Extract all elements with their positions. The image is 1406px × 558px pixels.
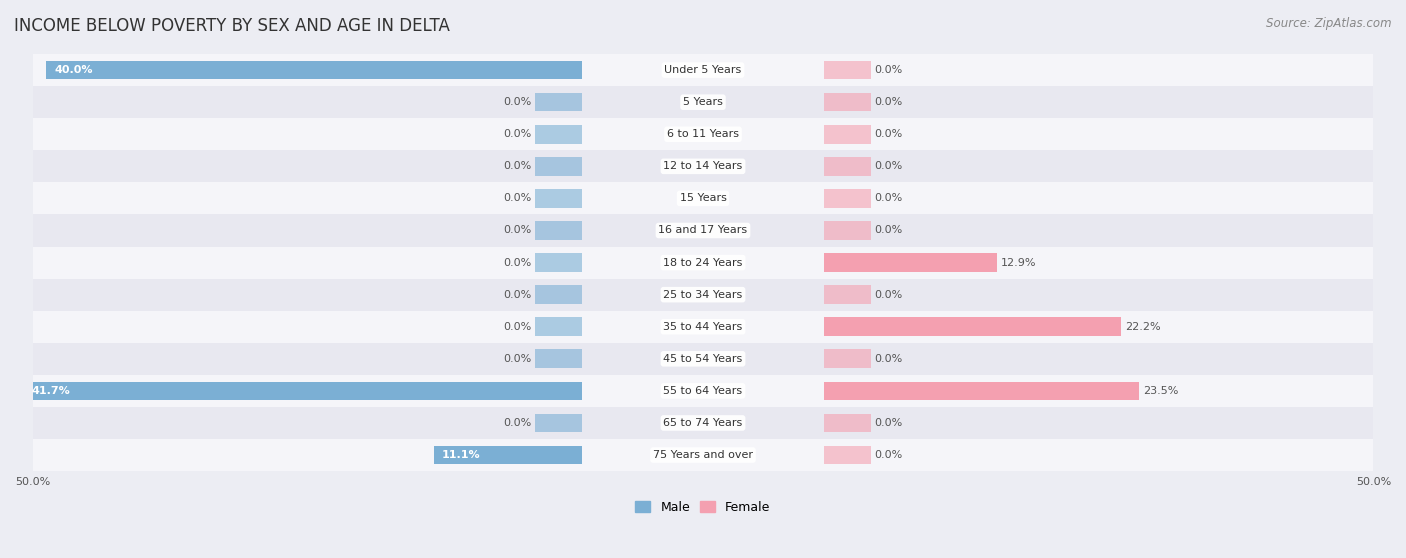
Text: 23.5%: 23.5% xyxy=(1143,386,1178,396)
Text: 55 to 64 Years: 55 to 64 Years xyxy=(664,386,742,396)
Text: 0.0%: 0.0% xyxy=(875,129,903,140)
Text: 0.0%: 0.0% xyxy=(503,161,531,171)
Text: 0.0%: 0.0% xyxy=(875,450,903,460)
Bar xyxy=(824,221,870,240)
Text: Source: ZipAtlas.com: Source: ZipAtlas.com xyxy=(1267,17,1392,30)
Bar xyxy=(824,318,1122,336)
Bar xyxy=(32,118,1374,150)
Text: 0.0%: 0.0% xyxy=(503,290,531,300)
Bar xyxy=(824,157,870,176)
Text: 0.0%: 0.0% xyxy=(875,418,903,428)
Text: 65 to 74 Years: 65 to 74 Years xyxy=(664,418,742,428)
Text: 0.0%: 0.0% xyxy=(875,65,903,75)
Text: 35 to 44 Years: 35 to 44 Years xyxy=(664,322,742,331)
Text: INCOME BELOW POVERTY BY SEX AND AGE IN DELTA: INCOME BELOW POVERTY BY SEX AND AGE IN D… xyxy=(14,17,450,35)
Text: 40.0%: 40.0% xyxy=(53,65,93,75)
Text: 0.0%: 0.0% xyxy=(503,225,531,235)
Text: 45 to 54 Years: 45 to 54 Years xyxy=(664,354,742,364)
Text: 0.0%: 0.0% xyxy=(875,194,903,204)
Bar xyxy=(32,182,1374,214)
Legend: Male, Female: Male, Female xyxy=(630,496,776,519)
Bar xyxy=(824,349,870,368)
Bar xyxy=(824,413,870,432)
Text: 0.0%: 0.0% xyxy=(503,194,531,204)
Text: 25 to 34 Years: 25 to 34 Years xyxy=(664,290,742,300)
Bar xyxy=(32,439,1374,471)
Bar xyxy=(32,86,1374,118)
Bar xyxy=(824,253,997,272)
Bar xyxy=(24,382,582,400)
Text: 75 Years and over: 75 Years and over xyxy=(652,450,754,460)
Text: 0.0%: 0.0% xyxy=(875,354,903,364)
Text: 11.1%: 11.1% xyxy=(441,450,481,460)
Text: 6 to 11 Years: 6 to 11 Years xyxy=(666,129,740,140)
Bar xyxy=(824,189,870,208)
Bar xyxy=(32,278,1374,311)
Bar xyxy=(32,54,1374,86)
Bar xyxy=(824,125,870,143)
Bar xyxy=(32,407,1374,439)
Bar xyxy=(536,349,582,368)
Text: 22.2%: 22.2% xyxy=(1125,322,1161,331)
Bar xyxy=(536,413,582,432)
Bar xyxy=(536,253,582,272)
Text: 0.0%: 0.0% xyxy=(875,225,903,235)
Text: 12.9%: 12.9% xyxy=(1001,258,1036,268)
Bar xyxy=(32,214,1374,247)
Bar xyxy=(536,221,582,240)
Text: 0.0%: 0.0% xyxy=(503,354,531,364)
Text: 0.0%: 0.0% xyxy=(875,161,903,171)
Text: 18 to 24 Years: 18 to 24 Years xyxy=(664,258,742,268)
Text: 0.0%: 0.0% xyxy=(503,97,531,107)
Text: 0.0%: 0.0% xyxy=(875,290,903,300)
Text: 12 to 14 Years: 12 to 14 Years xyxy=(664,161,742,171)
Bar xyxy=(32,375,1374,407)
Bar xyxy=(32,247,1374,278)
Bar xyxy=(536,125,582,143)
Text: 0.0%: 0.0% xyxy=(503,418,531,428)
Bar xyxy=(536,285,582,304)
Text: 0.0%: 0.0% xyxy=(503,258,531,268)
Text: Under 5 Years: Under 5 Years xyxy=(665,65,741,75)
Text: 0.0%: 0.0% xyxy=(503,322,531,331)
Bar xyxy=(536,93,582,112)
Bar xyxy=(824,446,870,464)
Bar xyxy=(536,157,582,176)
Bar xyxy=(32,343,1374,375)
Bar xyxy=(32,150,1374,182)
Text: 15 Years: 15 Years xyxy=(679,194,727,204)
Bar xyxy=(32,311,1374,343)
Bar xyxy=(536,318,582,336)
Bar xyxy=(433,446,582,464)
Bar xyxy=(536,189,582,208)
Bar xyxy=(824,382,1139,400)
Bar xyxy=(824,61,870,79)
Bar xyxy=(824,285,870,304)
Bar xyxy=(824,93,870,112)
Text: 16 and 17 Years: 16 and 17 Years xyxy=(658,225,748,235)
Text: 0.0%: 0.0% xyxy=(875,97,903,107)
Text: 41.7%: 41.7% xyxy=(31,386,70,396)
Text: 0.0%: 0.0% xyxy=(503,129,531,140)
Text: 5 Years: 5 Years xyxy=(683,97,723,107)
Bar xyxy=(46,61,582,79)
